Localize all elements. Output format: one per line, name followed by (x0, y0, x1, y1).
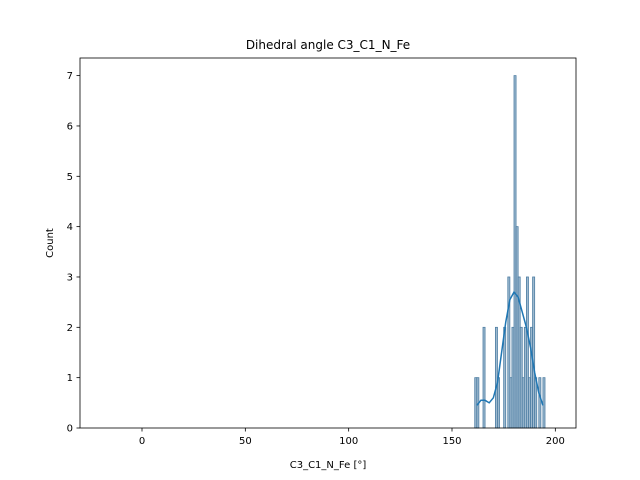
y-axis-ticks: 0 1 2 3 4 5 6 7 (67, 71, 80, 435)
y-tick-label: 5 (67, 172, 73, 183)
x-axis-ticks: 0 50 100 150 200 (139, 428, 565, 447)
x-tick-label: 200 (546, 436, 565, 447)
histogram-bar-20 (538, 377, 542, 429)
x-tick-label: 0 (139, 436, 145, 447)
y-axis-label: Count (45, 228, 56, 258)
plot-frame (79, 57, 577, 429)
chart-title: Dihedral angle C3_C1_N_Fe (246, 38, 410, 52)
kde-line (476, 290, 544, 406)
kde-layer (476, 290, 544, 406)
histogram-bar-21 (542, 377, 546, 429)
histogram-bar-4 (497, 377, 500, 429)
y-tick-label: 6 (67, 121, 73, 132)
x-tick-label: 150 (442, 436, 461, 447)
y-tick-label: 7 (67, 71, 73, 82)
y-tick-label: 3 (67, 272, 73, 283)
histogram-bar-19 (534, 377, 538, 429)
y-tick-label: 1 (67, 373, 73, 384)
x-axis-label: C3_C1_N_Fe [°] (290, 460, 367, 471)
y-tick-label: 0 (67, 424, 73, 435)
y-tick-label: 2 (67, 323, 73, 334)
x-tick-label: 50 (239, 436, 252, 447)
y-tick-label: 4 (67, 222, 73, 233)
histogram-bar-5 (503, 326, 507, 429)
x-tick-label: 100 (339, 436, 358, 447)
histogram-bar-2 (482, 326, 486, 429)
